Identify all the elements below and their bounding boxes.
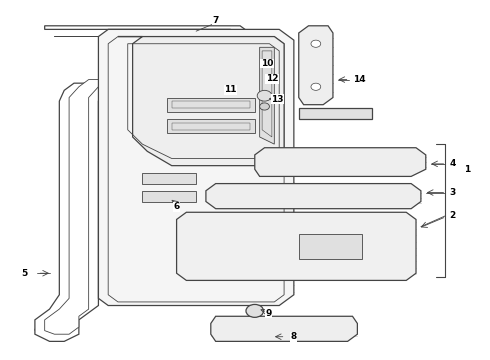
Circle shape	[311, 40, 321, 47]
Polygon shape	[118, 37, 284, 166]
Polygon shape	[167, 98, 255, 112]
Text: 4: 4	[449, 159, 456, 168]
Polygon shape	[211, 316, 357, 341]
Circle shape	[311, 83, 321, 90]
Polygon shape	[255, 148, 426, 176]
Polygon shape	[167, 119, 255, 134]
Circle shape	[246, 305, 264, 318]
Polygon shape	[98, 30, 294, 306]
Text: 14: 14	[353, 75, 366, 84]
Text: 13: 13	[271, 95, 284, 104]
Polygon shape	[206, 184, 421, 209]
Text: 5: 5	[21, 269, 27, 278]
Text: 8: 8	[291, 332, 297, 341]
Polygon shape	[45, 37, 245, 334]
Text: 7: 7	[213, 16, 219, 25]
Circle shape	[257, 90, 272, 101]
Polygon shape	[260, 47, 274, 144]
Circle shape	[260, 103, 270, 110]
Polygon shape	[176, 212, 416, 280]
Text: 6: 6	[173, 202, 180, 211]
Polygon shape	[299, 108, 372, 119]
Text: 3: 3	[449, 188, 456, 197]
Polygon shape	[299, 234, 362, 259]
Polygon shape	[299, 26, 333, 105]
Text: 11: 11	[224, 85, 237, 94]
Polygon shape	[143, 173, 196, 184]
Text: 12: 12	[266, 75, 278, 84]
Text: 1: 1	[464, 165, 470, 174]
Polygon shape	[35, 26, 255, 341]
Text: 2: 2	[449, 211, 456, 220]
Polygon shape	[143, 191, 196, 202]
Text: 10: 10	[261, 59, 273, 68]
Text: 9: 9	[265, 309, 271, 318]
